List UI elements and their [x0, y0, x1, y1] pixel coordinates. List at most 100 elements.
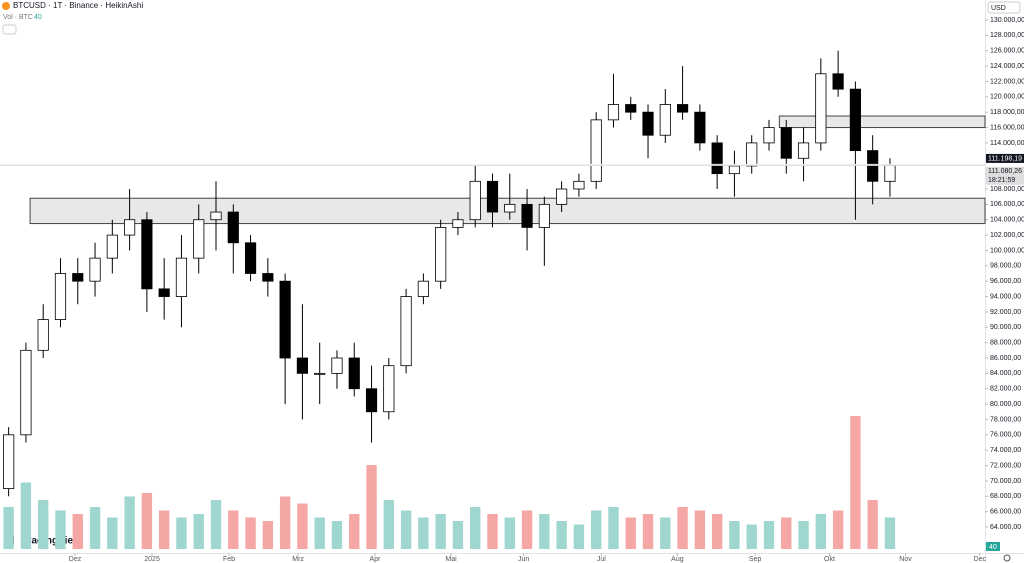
collapse-button[interactable] — [2, 24, 17, 35]
volume-bar — [366, 465, 377, 549]
x-tick-label: Mrz — [292, 556, 304, 563]
y-tick-label: 124.000,00 — [990, 63, 1024, 70]
candle-body — [849, 88, 861, 151]
x-tick-label: Jul — [597, 556, 606, 563]
candle-body — [763, 127, 775, 144]
zone — [29, 197, 986, 225]
candle-body — [486, 180, 499, 213]
badge: 40 — [989, 544, 997, 551]
volume-value: 40 — [34, 14, 42, 21]
y-tick-label: 100.000,00 — [990, 247, 1024, 254]
volume-bar — [798, 521, 809, 549]
candle-body — [504, 203, 516, 213]
candle-body — [435, 227, 447, 282]
candle-body — [296, 357, 308, 374]
candle-body — [106, 234, 118, 259]
candle-body — [746, 142, 758, 167]
candle-body — [262, 273, 274, 282]
volume-bar — [573, 524, 585, 549]
x-tick-label: Mai — [445, 556, 457, 563]
candle-body — [348, 357, 360, 390]
candle-body — [383, 365, 395, 413]
volume-bar — [452, 521, 464, 549]
volume-bar — [297, 503, 308, 549]
volume-bar — [349, 514, 360, 549]
currency: USD — [991, 5, 1006, 12]
y-tick-label: 104.000,00 — [990, 217, 1024, 224]
volume-bar — [193, 514, 204, 549]
volume-bar — [521, 510, 533, 549]
x-tick-label: 2025 — [144, 556, 160, 563]
volume-bar — [694, 510, 706, 549]
volume-bar — [20, 482, 32, 549]
candle-body — [417, 280, 429, 297]
volume-bar — [729, 521, 740, 549]
candle-body — [54, 273, 67, 320]
volume-bar — [504, 517, 515, 549]
candle-body — [780, 127, 792, 159]
volume-bar — [141, 493, 153, 549]
countdown: 18:21:59 — [988, 177, 1015, 184]
candle-body — [365, 388, 378, 413]
y-tick-label: 68.000,00 — [990, 493, 1021, 500]
volume-bar — [608, 507, 619, 549]
y-tick-label: 90.000,00 — [990, 324, 1021, 331]
badge-bg — [986, 542, 1000, 551]
candle-body — [607, 104, 620, 121]
volume-bar — [711, 514, 723, 549]
settings-icon[interactable] — [1003, 554, 1011, 562]
y-tick-label: 84.000,00 — [990, 370, 1021, 377]
volume-bar — [660, 517, 671, 549]
candle-body — [72, 273, 84, 282]
candle-body — [244, 242, 257, 274]
volume-bar — [850, 416, 861, 549]
candle-body — [227, 211, 239, 244]
candle-body — [538, 203, 550, 228]
candle-body — [573, 180, 585, 190]
x-tick-label: Jun — [518, 556, 529, 563]
volume-bar — [556, 521, 567, 549]
x-tick-label: Aug — [671, 556, 684, 563]
volume-bar — [746, 524, 757, 549]
volume-bar — [38, 500, 49, 549]
brand: TradingView — [22, 536, 81, 547]
candle-body — [158, 288, 170, 297]
y-tick-label: 130.000,00 — [990, 17, 1024, 24]
x-tick-label: Sep — [749, 556, 762, 563]
y-tick-label: 122.000,00 — [990, 78, 1024, 85]
y-tick-label: 82.000,00 — [990, 386, 1021, 393]
y-tick-label: 72.000,00 — [990, 462, 1021, 469]
volume-bar — [763, 521, 775, 549]
volume-bar — [867, 500, 878, 549]
y-tick-label: 88.000,00 — [990, 339, 1021, 346]
candle-body — [20, 349, 32, 436]
volume-bar — [418, 517, 429, 549]
candle-body — [867, 150, 879, 182]
candle-body — [124, 219, 136, 236]
volume-bar — [176, 517, 187, 549]
candle-body — [89, 257, 101, 282]
y-tick-label: 108.000,00 — [990, 186, 1024, 193]
volume-bar — [72, 514, 83, 549]
currency-button[interactable] — [987, 1, 1021, 14]
volume-bar — [245, 517, 256, 549]
candle-body — [556, 188, 568, 205]
y-tick-label: 64.000,00 — [990, 524, 1021, 531]
candle-body — [279, 280, 291, 359]
y-tick-label: 120.000,00 — [990, 94, 1024, 101]
y-tick-label: 94.000,00 — [990, 293, 1021, 300]
volume-bar — [158, 510, 170, 549]
candle-body — [797, 142, 810, 159]
volume-bar — [107, 517, 118, 549]
price-label-bg — [986, 153, 1024, 163]
y-tick-label: 126.000,00 — [990, 48, 1024, 55]
candle-body — [521, 203, 533, 228]
volume-bar — [228, 510, 239, 549]
y-tick-label: 80.000,00 — [990, 401, 1021, 408]
volume-bar — [487, 514, 498, 549]
volume-bar — [591, 510, 602, 549]
volume-bar — [435, 514, 446, 549]
volume-bar — [89, 507, 101, 549]
y-tick-label: 128.000,00 — [990, 32, 1024, 39]
candle-body — [832, 73, 844, 90]
